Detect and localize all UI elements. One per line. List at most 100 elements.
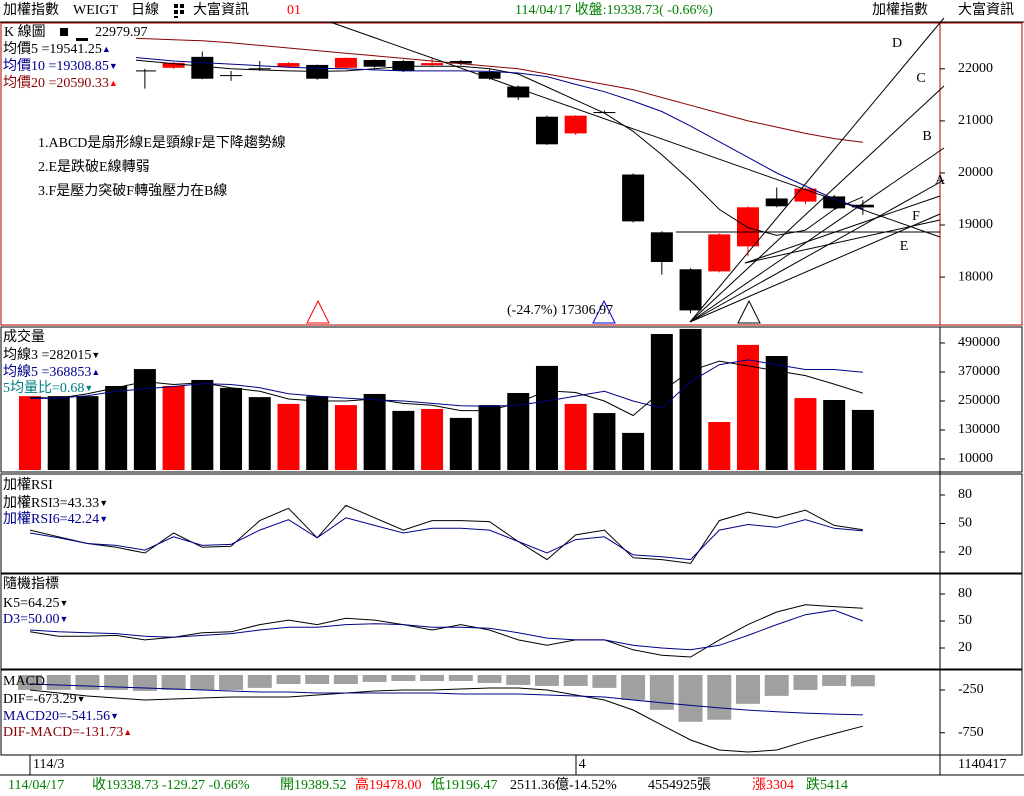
status-item: 漲3304: [752, 777, 794, 793]
candle-body: [133, 70, 156, 72]
osc-bar: [333, 675, 358, 684]
candle-body: [363, 59, 386, 67]
fan-label: F: [912, 209, 920, 224]
osc-bar: [506, 675, 531, 685]
osc-bar: [161, 675, 186, 690]
y-tick-label: 20000: [958, 165, 993, 180]
legend-arrow: ▼: [99, 498, 108, 508]
date-label: 1140417: [958, 757, 1006, 772]
volume-bar: [334, 405, 357, 470]
candle-body: [478, 71, 501, 79]
candle-body: [277, 63, 300, 67]
osc-bar: [822, 675, 847, 686]
volume-bar: [765, 356, 788, 470]
volume-bar: [363, 393, 386, 470]
panel-title: 成交量: [3, 328, 45, 345]
legend-arrow: ▼: [77, 694, 86, 704]
legend-arrow: ▼: [60, 598, 69, 608]
volume-bar: [593, 413, 616, 470]
marker-triangle: [592, 299, 616, 324]
legend-arrow: ▲: [123, 727, 132, 737]
legend-text: 均價5 =19541.25: [3, 40, 102, 57]
header-quote: 114/04/17 收盤:19338.73( -0.66%): [515, 2, 713, 18]
legend-text: DIF-MACD=-131.73: [3, 725, 123, 740]
fan-label: D: [892, 36, 902, 51]
candle-body: [679, 269, 702, 311]
y-tick-label: 18000: [958, 269, 993, 284]
high-label: 22979.97: [95, 25, 148, 40]
volume-bar: [220, 387, 243, 470]
panel-title: K 線圖: [4, 24, 46, 40]
volume-bar: [248, 397, 271, 470]
volume-bar: [421, 408, 444, 470]
candle-body: [794, 188, 817, 202]
candle-body: [220, 75, 243, 77]
candle-body: [162, 62, 185, 68]
volume-bar: [794, 398, 817, 470]
volume-bar: [478, 405, 501, 470]
volume-bar: [507, 393, 530, 470]
header-vendor: 大富資訊: [193, 1, 249, 18]
legend-entry: 加權RSI3=43.33▼: [3, 495, 108, 511]
osc-bar: [75, 675, 100, 690]
osc-bar: [190, 675, 215, 690]
volume-bar: [47, 396, 70, 470]
legend-text: 均價20 =20590.33: [3, 74, 109, 91]
y-tick-label: 370000: [958, 364, 1000, 379]
legend-entry: 均線5 =368853▲: [3, 364, 100, 380]
status-item: 跌5414: [806, 777, 848, 793]
legend-text: 5均量比=0.68: [3, 380, 84, 396]
legend-entry: 均價5 =19541.25▲: [3, 40, 111, 57]
osc-bar: [592, 675, 617, 688]
y-tick-label: 80: [958, 487, 972, 502]
legend-arrow: ▼: [110, 711, 119, 721]
y-tick-label: 490000: [958, 335, 1000, 350]
volume-bar: [823, 400, 846, 470]
volume-bar: [277, 403, 300, 470]
volume-bar: [679, 328, 702, 470]
osc-bar: [276, 675, 301, 684]
y-tick-label: -250: [958, 682, 984, 697]
legend-text: 均價10 =19308.85: [3, 57, 109, 74]
legend-entry: 均價20 =20590.33▲: [3, 74, 118, 91]
osc-bar: [219, 675, 244, 690]
legend-text: 均線3 =282015: [3, 347, 91, 363]
candle-body: [823, 196, 846, 209]
osc-bar: [534, 675, 559, 686]
status-item: 低19196.47: [431, 777, 498, 793]
annotation-note: 3.F是壓力突破F轉強壓力在B線: [38, 183, 227, 199]
osc-bar: [621, 675, 646, 700]
volume-bar: [564, 403, 587, 470]
volume-bar: [708, 422, 731, 470]
volume-bar: [133, 369, 156, 470]
fan-label: B: [922, 129, 931, 144]
y-tick-label: 50: [958, 516, 972, 531]
y-tick-label: 22000: [958, 61, 993, 76]
legend-entry: D3=50.00▼: [3, 612, 68, 627]
candle-body: [564, 115, 587, 134]
header-right-symbol: 加權指數: [872, 2, 928, 18]
fan-label: C: [916, 71, 925, 86]
status-item: 高19478.00: [355, 776, 422, 793]
marker-triangle: [737, 299, 761, 324]
osc-bar: [764, 675, 789, 696]
y-tick-label: 20: [958, 640, 972, 655]
candle-body: [765, 198, 788, 207]
legend-background: [2, 24, 136, 94]
osc-bar: [362, 675, 387, 682]
volume-bar: [306, 396, 329, 470]
y-tick-label: 130000: [958, 422, 1000, 437]
volume-bar: [449, 417, 472, 470]
osc-bar: [850, 675, 875, 687]
osc-bar: [707, 675, 732, 720]
header-icon: [174, 4, 184, 18]
candle-body: [622, 174, 645, 222]
indicator-line: [29, 683, 863, 716]
legend-entry: DIF-MACD=-131.73▲: [3, 725, 132, 740]
legend-arrow: ▼: [109, 61, 118, 71]
candle-body: [334, 57, 357, 68]
panel-title: 隨機指標: [3, 576, 59, 592]
legend-arrow: ▲: [91, 367, 100, 377]
candle-body: [737, 207, 759, 247]
osc-bar: [391, 675, 416, 681]
